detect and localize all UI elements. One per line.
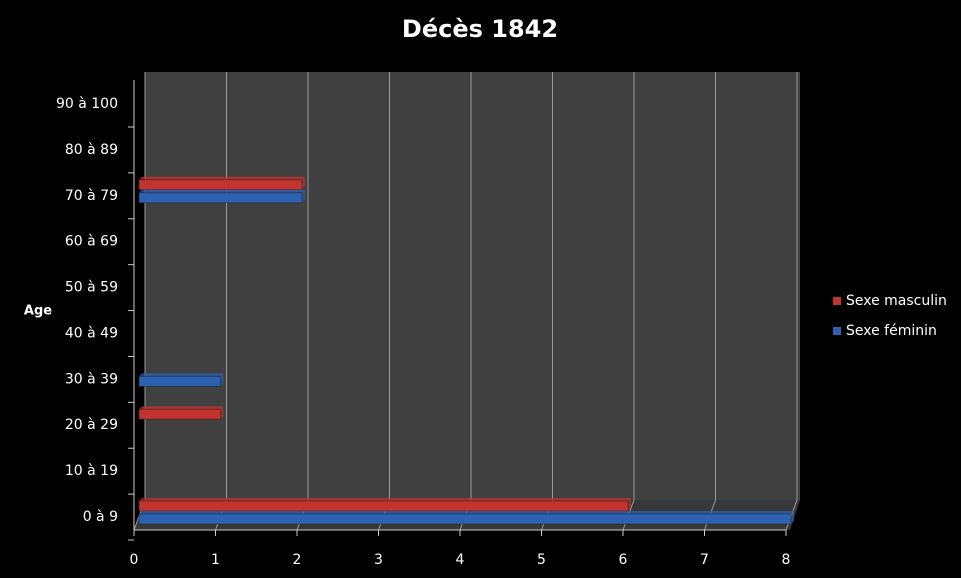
x-tick-label: 7 [700,552,709,568]
x-tick-label: 5 [537,552,546,568]
bar-top [139,511,794,514]
y-tick-label: 20 à 29 [65,417,118,433]
bar-top [139,189,305,193]
bar-top [139,176,305,180]
x-tick-label: 6 [619,552,628,568]
y-tick-label: 90 à 100 [56,96,118,112]
bar [138,375,221,387]
x-tick-label: 2 [293,552,302,568]
bar [138,179,303,191]
x-tick-label: 0 [130,552,139,568]
plot-wall [145,72,800,500]
bar-top [139,373,224,377]
legend-swatch [833,327,841,335]
bar-end [791,511,794,524]
x-tick-label: 4 [456,552,465,568]
y-tick-label: 10 à 19 [65,463,118,479]
bar-top [139,406,224,410]
y-tick-label: 50 à 59 [65,280,118,296]
bar-end [628,498,631,511]
bar [138,408,221,420]
x-tick-label: 1 [211,552,220,568]
bar-end [302,176,305,190]
legend-label: Sexe féminin [846,323,937,339]
y-tick-label: 0 à 9 [83,509,118,525]
y-tick-label: 80 à 89 [65,142,118,158]
bar-end [220,406,224,420]
y-tick-label: 60 à 69 [65,234,118,250]
bar [138,500,629,512]
y-tick-label: 70 à 79 [65,188,118,204]
y-axis-title: Age [24,304,52,319]
chart-title: Décès 1842 [402,15,558,43]
x-tick-label: 3 [374,552,383,568]
bar [138,192,303,204]
bar-top [139,498,631,501]
bar-end [302,189,305,203]
y-tick-label: 30 à 39 [65,371,118,387]
bar [138,513,792,525]
y-tick-label: 40 à 49 [65,325,118,341]
x-tick-label: 8 [782,552,791,568]
bar-end [220,373,224,387]
legend-swatch [833,297,841,305]
legend-label: Sexe masculin [846,293,947,309]
